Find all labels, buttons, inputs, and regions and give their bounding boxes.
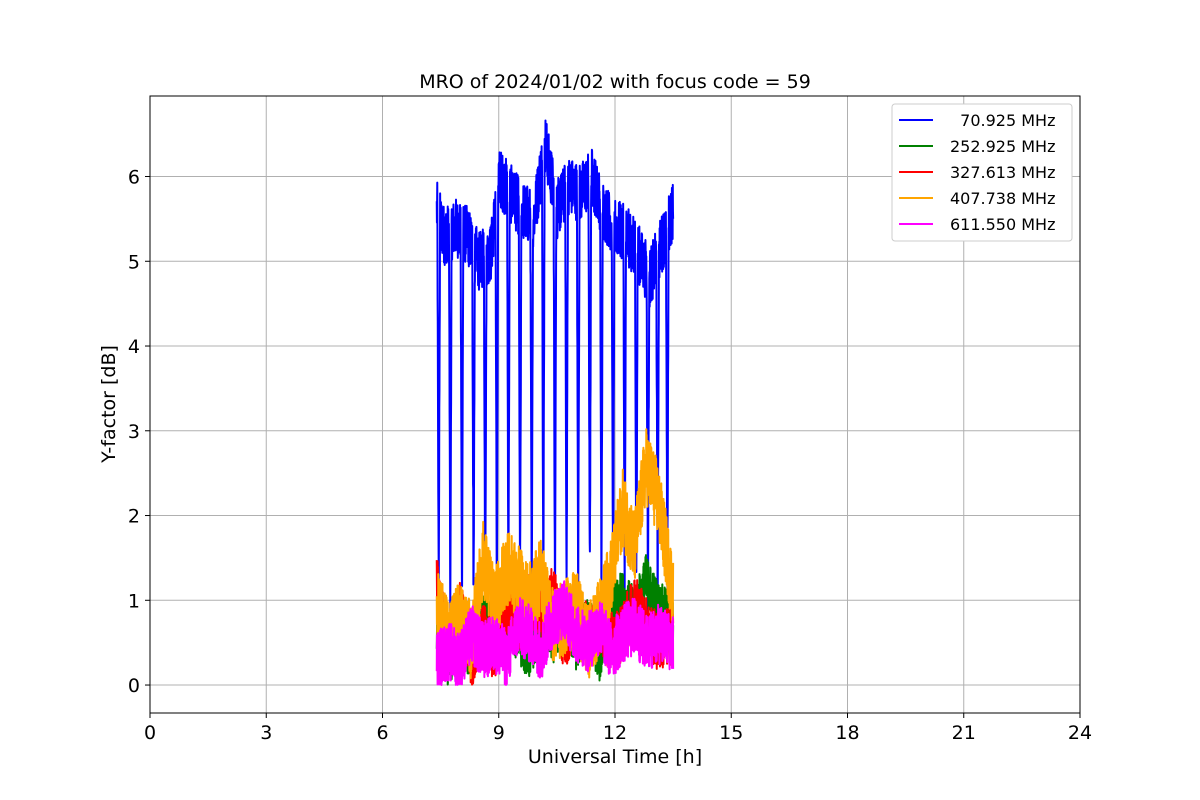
y-tick-label: 5 [128,251,140,273]
chart-title: MRO of 2024/01/02 with focus code = 59 [419,71,811,93]
plot-area [435,119,675,686]
series-line [435,580,675,686]
x-tick-label: 12 [603,722,627,744]
x-tick-label: 3 [260,722,272,744]
x-tick-label: 9 [493,722,505,744]
y-axis: 0 1 2 3 4 5 6 [128,167,150,697]
legend-entry: 327.613 MHz [950,163,1055,182]
legend-entry: 252.925 MHz [950,137,1055,156]
legend-frame [891,103,1073,242]
x-tick-label: 6 [376,722,388,744]
y-tick-label: 0 [128,675,140,697]
y-tick-label: 4 [128,336,140,358]
y-tick-label: 1 [128,590,140,612]
x-tick-label: 15 [719,722,743,744]
x-tick-label: 0 [144,722,156,744]
x-axis: 0 3 6 9 12 15 18 21 24 [144,713,1092,744]
x-axis-label: Universal Time [h] [528,746,702,768]
y-tick-label: 6 [128,167,140,189]
y-tick-label: 2 [128,506,140,528]
x-tick-label: 18 [835,722,859,744]
x-tick-label: 21 [952,722,976,744]
x-tick-label: 24 [1068,722,1092,744]
legend-entry: 70.925 MHz [950,111,1055,130]
legend-entry: 611.550 MHz [950,215,1055,234]
legend-entry: 407.738 MHz [950,189,1055,208]
legend: 70.925 MHz 252.925 MHz 327.613 MHz 407.738 … [891,103,1073,242]
y-tick-label: 3 [128,421,140,443]
y-axis-label: Y-factor [dB] [98,345,120,464]
